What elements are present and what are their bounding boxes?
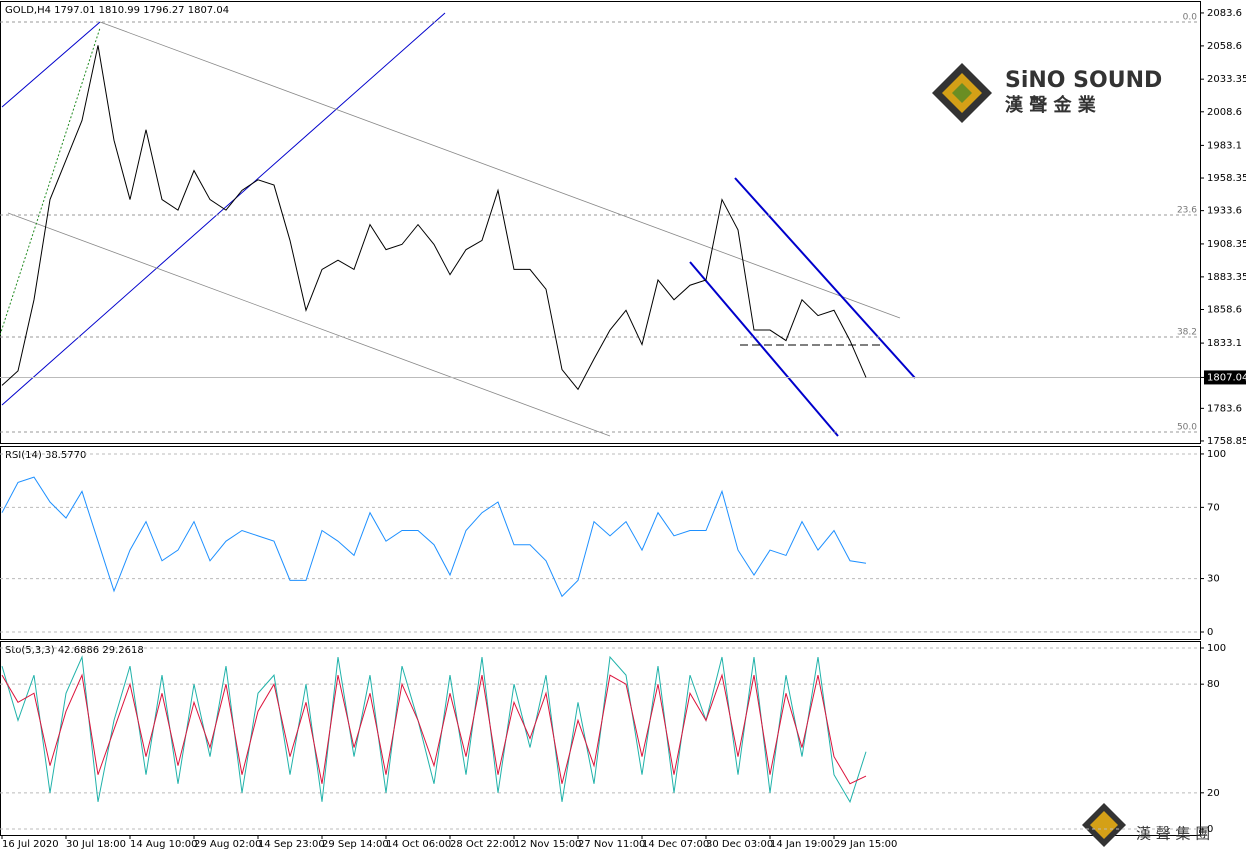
current-price-box: [1204, 370, 1246, 385]
channel-line: [689, 261, 839, 437]
y-tick-label: 1807.04: [1207, 372, 1246, 383]
fib-label: 0.0: [1183, 13, 1198, 23]
y-tick-label: 70: [1207, 502, 1220, 513]
trend-lines: [0, 12, 916, 437]
panel-title: GOLD,H4 1797.01 1810.99 1796.27 1807.04: [5, 5, 229, 16]
x-tick-label: 30 Dec 03:00: [706, 839, 773, 850]
y-tick-label: 1883.35: [1207, 272, 1246, 283]
panel-title: RSI(14) 38.5770: [5, 450, 86, 461]
y-tick-label: 30: [1207, 574, 1220, 585]
x-tick-label: 29 Aug 02:00: [194, 839, 261, 850]
y-tick-label: 2058.6: [1207, 41, 1242, 52]
price-panel: [0, 1, 1201, 444]
x-tick-label: 14 Oct 06:00: [386, 839, 451, 850]
y-tick-label: 80: [1207, 679, 1220, 690]
x-tick-label: 12 Nov 15:00: [514, 839, 581, 850]
x-tick-label: 29 Sep 14:00: [322, 839, 389, 850]
channel-line: [734, 177, 916, 379]
x-tick-label: 29 Jan 15:00: [834, 839, 897, 850]
y-tick-label: 1758.85: [1207, 436, 1246, 447]
series-line: [1, 45, 867, 391]
logo: SiNO SOUND 漢 聲 金 業 漢 聲 集 團: [932, 63, 1210, 847]
footer-diamond: [1090, 811, 1118, 839]
series-line: [1, 655, 867, 804]
x-tick-label: 14 Sep 23:00: [258, 839, 325, 850]
series-line: [1, 673, 867, 785]
logo-name: SiNO SOUND: [1005, 68, 1162, 93]
y-tick-label: 1833.1: [1207, 338, 1242, 349]
y-tick-label: 1983.1: [1207, 140, 1242, 151]
y-tick-label: 1858.6: [1207, 304, 1242, 315]
logo-diamond: [952, 83, 972, 103]
y-tick-label: 100: [1207, 643, 1226, 654]
series-line: [1, 476, 867, 598]
y-tick-label: 0: [1207, 824, 1213, 835]
fib-label: 50.0: [1177, 423, 1197, 433]
footer-brand: 漢 聲 集 團: [1136, 825, 1210, 843]
y-tick-label: 100: [1207, 449, 1226, 460]
y-tick-label: 2008.6: [1207, 107, 1242, 118]
y-tick-label: 1958.35: [1207, 173, 1246, 184]
rsi-panel: [0, 446, 1201, 640]
y-tick-label: 2033.35: [1207, 74, 1246, 85]
x-tick-label: 16 Jul 2020: [2, 839, 59, 850]
panel-title: Sto(5,3,3) 42.6886 29.2618: [5, 645, 144, 656]
y-tick-label: 1933.6: [1207, 206, 1242, 217]
trend-line: [0, 27, 101, 336]
x-tick-label: 30 Jul 18:00: [66, 839, 126, 850]
fib-label: 38.2: [1177, 328, 1197, 338]
x-tick-label: 14 Jan 19:00: [770, 839, 833, 850]
y-tick-label: 0: [1207, 627, 1213, 638]
fib-label: 23.6: [1177, 205, 1197, 215]
channel-line: [99, 21, 901, 319]
channel-line: [7, 212, 611, 437]
y-tick-label: 1783.6: [1207, 403, 1242, 414]
x-tick-label: 14 Aug 10:00: [130, 839, 197, 850]
x-tick-label: 14 Dec 07:00: [642, 839, 709, 850]
x-tick-label: 27 Nov 11:00: [578, 839, 645, 850]
stochastic-panel: [0, 641, 1201, 836]
y-tick-label: 2083.6: [1207, 8, 1242, 19]
logo-subtitle: 漢 聲 金 業: [1005, 94, 1097, 116]
y-tick-label: 1908.35: [1207, 239, 1246, 250]
y-tick-label: 20: [1207, 788, 1220, 799]
x-tick-label: 28 Oct 22:00: [450, 839, 515, 850]
channel-line: [1, 21, 101, 108]
